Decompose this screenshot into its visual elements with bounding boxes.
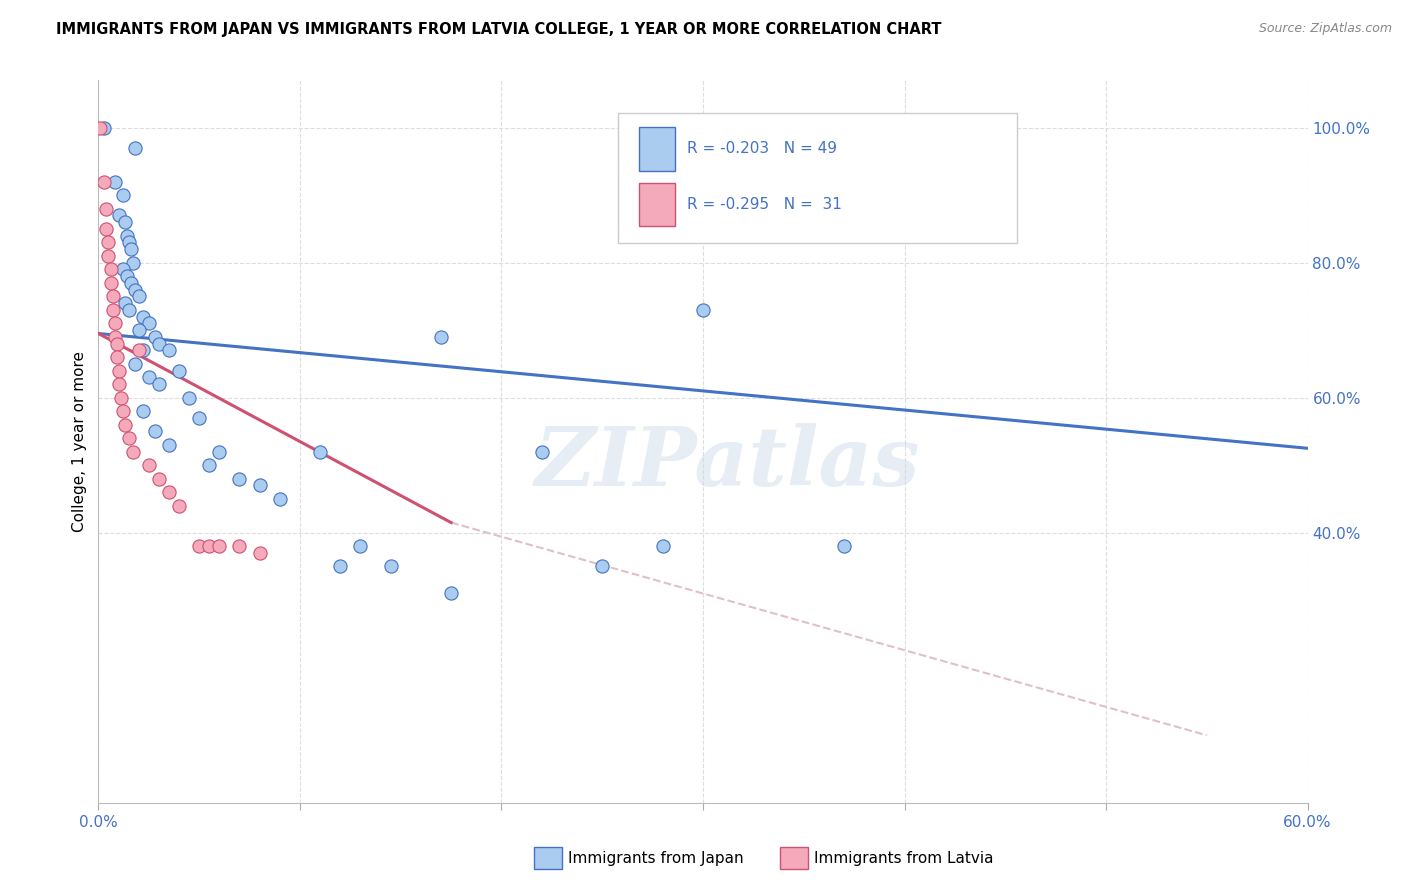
Point (110, 391, 132, 405)
Point (103, 317, 125, 331)
Point (101, 302, 124, 317)
Point (100, 276, 122, 290)
Point (124, 141, 146, 155)
Point (329, 559, 352, 574)
Point (228, 539, 250, 553)
Point (107, 208, 129, 222)
Point (138, 370, 160, 384)
Point (118, 235, 141, 250)
Point (349, 539, 371, 553)
Point (228, 472, 250, 486)
Point (101, 289, 124, 303)
Point (105, 336, 128, 351)
Point (179, 391, 201, 405)
Point (93, 120, 115, 135)
Point (157, 343, 180, 358)
Point (148, 472, 170, 486)
Point (269, 491, 291, 506)
Point (148, 336, 170, 351)
Point (188, 411, 211, 425)
Point (120, 242, 142, 256)
Point (121, 255, 143, 269)
Point (121, 444, 143, 458)
Point (198, 539, 221, 553)
Point (309, 444, 332, 458)
Point (115, 228, 138, 243)
Text: R = -0.295   N =  31: R = -0.295 N = 31 (688, 197, 842, 212)
Point (114, 296, 136, 310)
Point (832, 539, 855, 553)
Text: Source: ZipAtlas.com: Source: ZipAtlas.com (1258, 22, 1392, 36)
Point (93, 175, 115, 189)
Point (111, 404, 134, 418)
Point (138, 458, 160, 472)
Point (249, 478, 271, 492)
Point (530, 444, 553, 458)
Point (96, 222, 118, 236)
Point (128, 343, 150, 358)
Text: Immigrants from Japan: Immigrants from Japan (568, 851, 744, 865)
Point (138, 317, 160, 331)
Point (692, 302, 714, 317)
Point (124, 283, 146, 297)
Point (103, 175, 125, 189)
Point (89, 120, 111, 135)
Point (118, 431, 141, 445)
Point (591, 559, 613, 574)
Point (118, 302, 141, 317)
Point (100, 262, 122, 277)
Point (157, 485, 180, 500)
Point (148, 377, 170, 392)
Point (167, 499, 190, 513)
Y-axis label: College, 1 year or more: College, 1 year or more (72, 351, 87, 532)
Point (132, 310, 155, 324)
Point (124, 357, 146, 371)
Point (105, 350, 128, 364)
FancyBboxPatch shape (619, 112, 1018, 243)
Point (115, 269, 138, 284)
Point (114, 215, 136, 229)
Point (111, 262, 134, 277)
Point (249, 546, 271, 560)
Point (430, 330, 453, 344)
Text: IMMIGRANTS FROM JAPAN VS IMMIGRANTS FROM LATVIA COLLEGE, 1 YEAR OR MORE CORRELAT: IMMIGRANTS FROM JAPAN VS IMMIGRANTS FROM… (56, 22, 942, 37)
Point (143, 330, 166, 344)
FancyBboxPatch shape (638, 128, 675, 170)
Point (198, 458, 221, 472)
Point (132, 404, 155, 418)
Point (97, 235, 120, 250)
Point (114, 417, 136, 432)
Point (120, 276, 142, 290)
Point (128, 289, 150, 303)
Point (208, 444, 231, 458)
Text: ZIPatlas: ZIPatlas (534, 423, 920, 503)
Point (97, 249, 120, 263)
Text: R = -0.203   N = 49: R = -0.203 N = 49 (688, 142, 838, 156)
Point (157, 438, 180, 452)
Point (103, 330, 125, 344)
Point (111, 188, 134, 202)
Point (143, 425, 166, 439)
Point (132, 343, 155, 358)
Point (380, 559, 402, 574)
Point (128, 323, 150, 337)
Point (208, 539, 231, 553)
Point (96, 202, 118, 216)
Point (167, 364, 190, 378)
Point (107, 364, 129, 378)
FancyBboxPatch shape (638, 183, 675, 227)
Point (651, 539, 673, 553)
Point (188, 539, 211, 553)
Point (107, 377, 129, 392)
Point (440, 586, 463, 600)
Text: Immigrants from Latvia: Immigrants from Latvia (814, 851, 994, 865)
